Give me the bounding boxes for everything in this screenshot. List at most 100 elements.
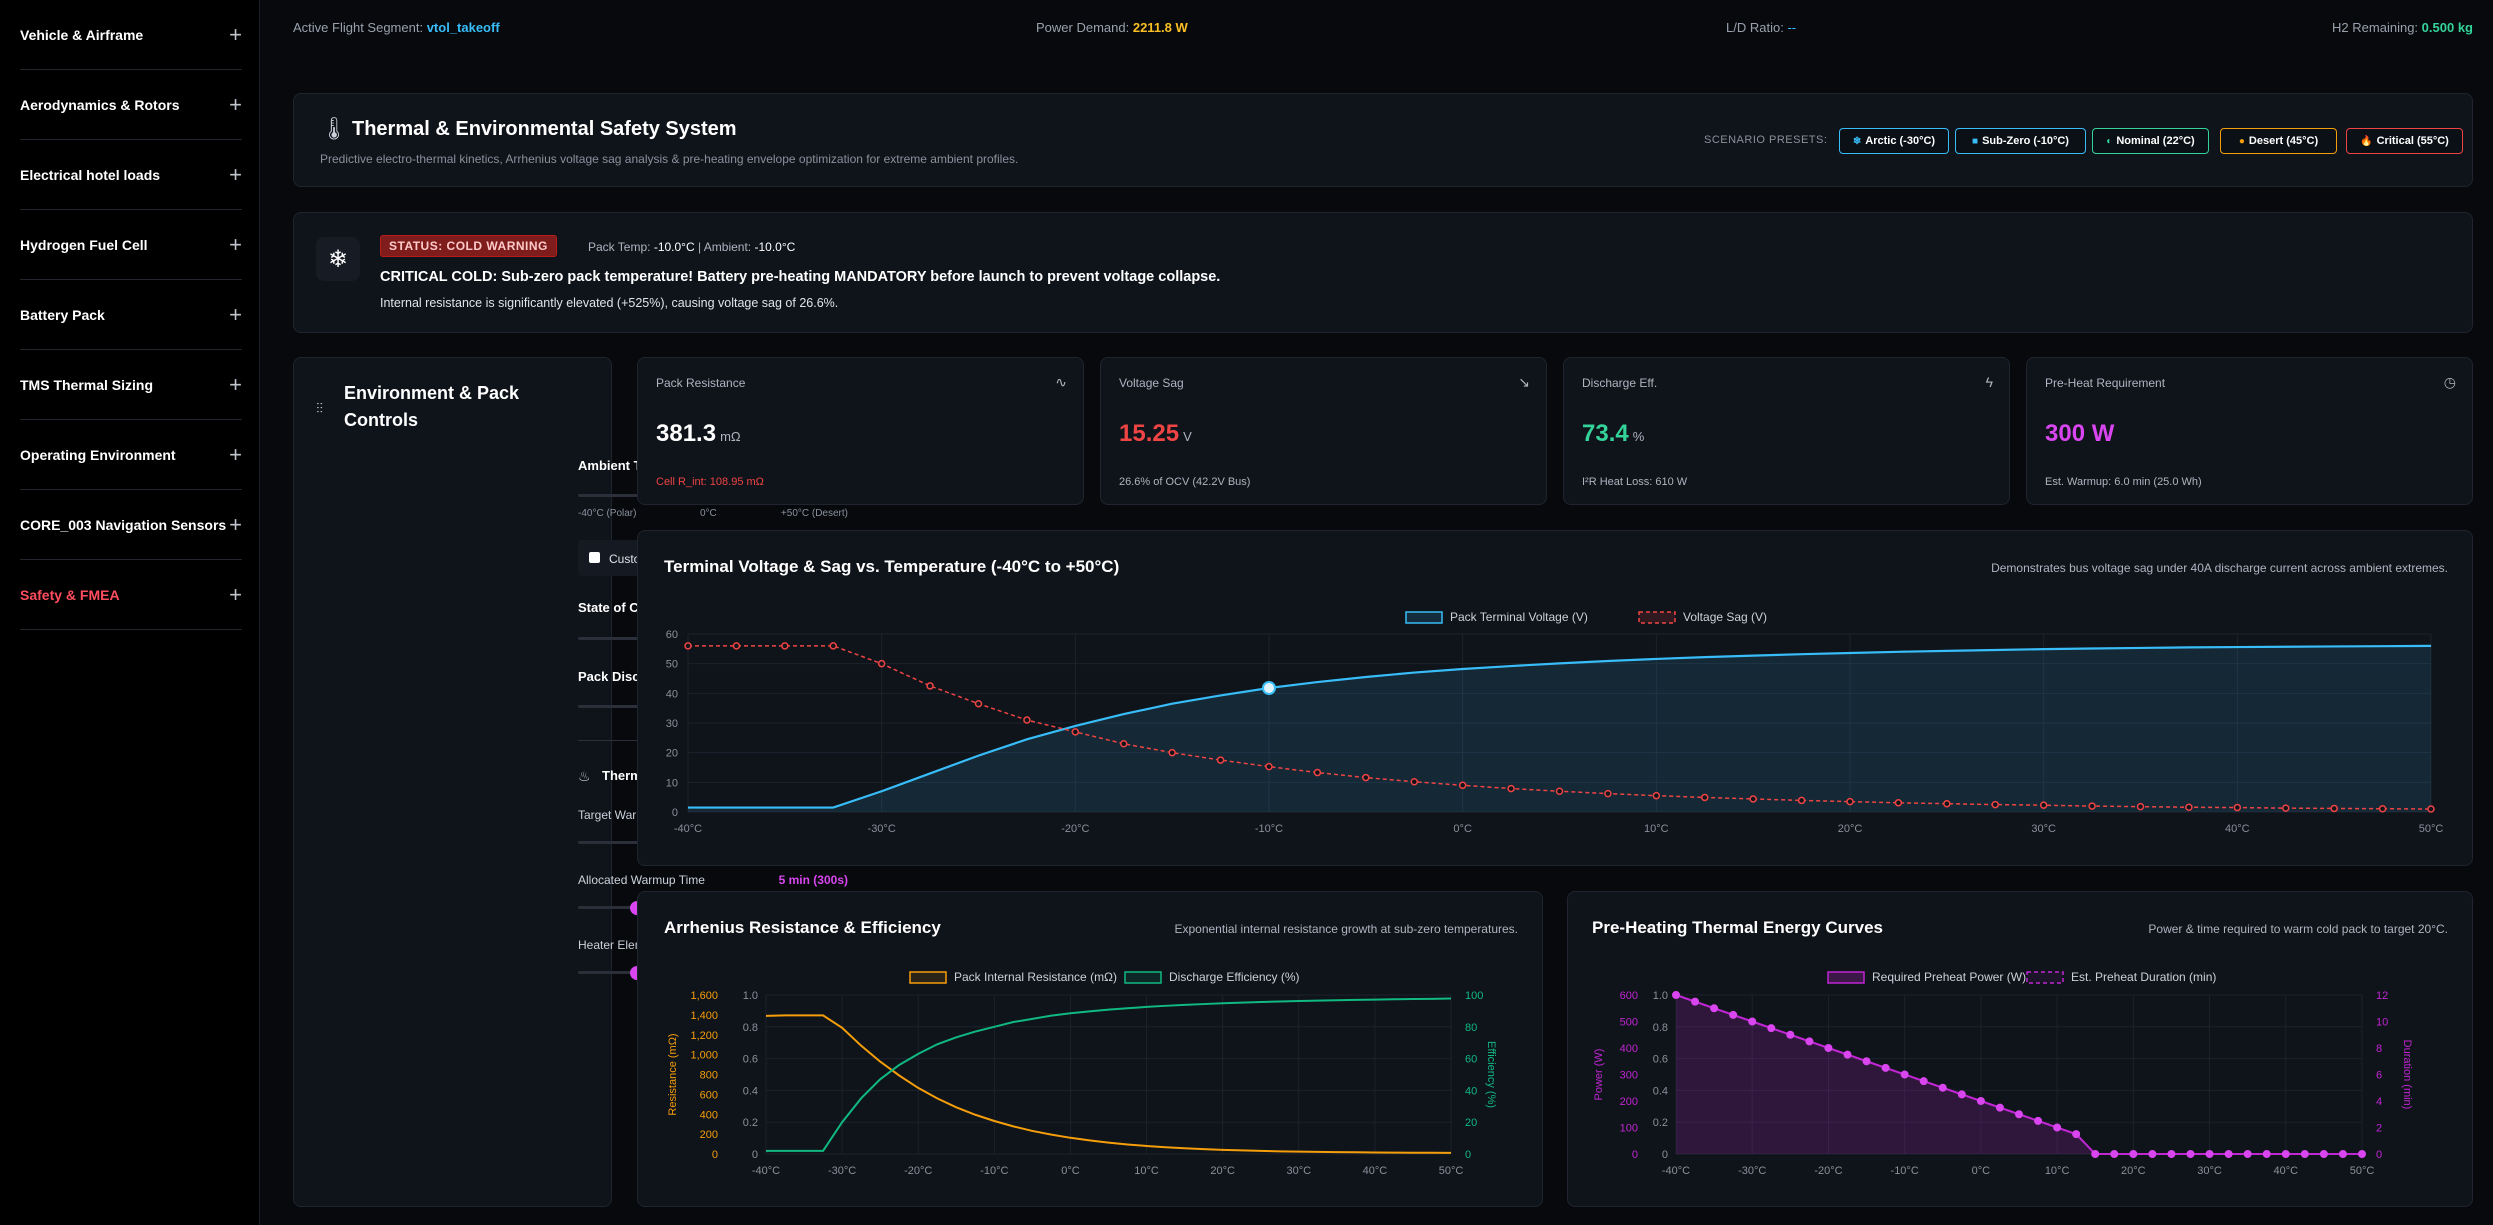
controls-title: Environment & Pack Controls bbox=[344, 383, 520, 430]
custom-temp-checkbox[interactable] bbox=[589, 552, 600, 563]
preheat-energy-chart: Required Preheat Power (W) Est. Preheat D… bbox=[1593, 970, 2413, 1177]
x-tick-label: 50°C bbox=[1439, 1165, 1464, 1177]
plus-icon[interactable]: + bbox=[229, 231, 242, 257]
voltage-sag-point bbox=[1604, 789, 1612, 798]
left-y-tick-label: 600 bbox=[1620, 990, 1638, 1002]
x-tick-label: 40°C bbox=[2225, 823, 2250, 835]
kpi-card-0: Pack Resistance ∿ 381.3 mΩ Cell R_int: 108.9… bbox=[637, 357, 1084, 505]
preheat-power-point bbox=[2224, 1150, 2233, 1158]
legend-preheat-power-swatch bbox=[1827, 971, 1865, 984]
kpi-value: 300 W bbox=[2045, 420, 2115, 447]
y-tick-label: 30 bbox=[666, 718, 678, 730]
preset-label: Critical (55°C) bbox=[2376, 135, 2449, 147]
x-tick-label: 40°C bbox=[1363, 1165, 1388, 1177]
thermometer-icon: 🌡 bbox=[320, 116, 348, 141]
preheat-power-point bbox=[1938, 1083, 1947, 1092]
right-y-tick-label: 20 bbox=[1465, 1117, 1477, 1129]
right-y-tick-label: 40 bbox=[1465, 1085, 1477, 1097]
left-y-tick-label: 1,600 bbox=[690, 990, 718, 1002]
pack-temp-label: Pack Temp: bbox=[588, 240, 651, 254]
sidebar-item-4[interactable]: Battery Pack + bbox=[20, 280, 242, 350]
alert-detail: Internal resistance is significantly ele… bbox=[380, 296, 839, 310]
right-y-tick-label: 12 bbox=[2376, 990, 2388, 1002]
sidebar-item-0[interactable]: Vehicle & Airframe + bbox=[20, 0, 242, 70]
ld-value: -- bbox=[1787, 20, 1797, 35]
voltage-sag-point bbox=[2330, 804, 2338, 813]
plus-icon[interactable]: + bbox=[229, 371, 242, 397]
preheat-power-point bbox=[1691, 997, 1700, 1006]
kpi-title: Pre-Heat Requirement bbox=[2045, 376, 2166, 390]
left-y-tick-label: 800 bbox=[700, 1070, 718, 1082]
right-y-tick-label: 80 bbox=[1465, 1022, 1477, 1034]
preset-button-1[interactable]: ■ Sub-Zero (-10°C) bbox=[1955, 128, 2086, 154]
resistance-chart-note: Exponential internal resistance growth a… bbox=[1174, 922, 1518, 936]
flame-icon: ♨ bbox=[578, 768, 591, 784]
preset-button-0[interactable]: ❄ Arctic (-30°C) bbox=[1839, 128, 1949, 154]
x-tick-label: 20°C bbox=[2121, 1165, 2146, 1177]
sidebar-item-6[interactable]: Operating Environment + bbox=[20, 420, 242, 490]
x-tick-label: 0°C bbox=[1061, 1165, 1080, 1177]
sidebar-item-1[interactable]: Aerodynamics & Rotors + bbox=[20, 70, 242, 140]
sidebar-item-label: Operating Environment bbox=[20, 446, 176, 463]
voltage-sag-point bbox=[877, 659, 886, 668]
sidebar-item-3[interactable]: Hydrogen Fuel Cell + bbox=[20, 210, 242, 280]
voltage-sag-point bbox=[1071, 728, 1080, 736]
x-tick-label: -20°C bbox=[904, 1165, 932, 1177]
preheat-power-point bbox=[1995, 1103, 2004, 1112]
x-tick-label: 50°C bbox=[2419, 823, 2444, 835]
ambient-temp-label: | Ambient: bbox=[698, 240, 752, 254]
preheat-power-point bbox=[2091, 1150, 2100, 1158]
voltage-sag-point bbox=[926, 682, 934, 690]
preheat-power-point bbox=[2167, 1150, 2176, 1158]
preheat-power-point bbox=[1710, 1004, 1719, 1013]
kpi-value: 73.4 bbox=[1582, 420, 1629, 447]
preset-button-4[interactable]: 🔥 Critical (55°C) bbox=[2346, 128, 2463, 154]
sidebar-item-label: TMS Thermal Sizing bbox=[20, 376, 154, 393]
mid-y-tick-label: 0.2 bbox=[1653, 1117, 1668, 1129]
preheat-power-point bbox=[2338, 1150, 2347, 1158]
preheat-power-point bbox=[1729, 1010, 1738, 1019]
temp-readout: Pack Temp: -10.0°C | Ambient: -10.0°C bbox=[588, 240, 795, 254]
sidebar-item-8[interactable]: Safety & FMEA + bbox=[20, 560, 242, 630]
voltage-sag-point bbox=[684, 642, 692, 650]
kpi-unit: % bbox=[1632, 429, 1645, 444]
plus-icon[interactable]: + bbox=[229, 511, 242, 537]
plus-icon[interactable]: + bbox=[229, 581, 242, 607]
sidebar-item-2[interactable]: Electrical hotel loads + bbox=[20, 140, 242, 210]
preheat-power-point bbox=[1805, 1037, 1814, 1046]
preheat-power-point bbox=[2148, 1150, 2157, 1158]
preheat-power-point bbox=[2319, 1150, 2328, 1158]
x-tick-label: -40°C bbox=[1662, 1165, 1690, 1177]
plus-icon[interactable]: + bbox=[229, 21, 242, 47]
clock-icon: ◷ bbox=[2443, 374, 2456, 390]
plus-icon[interactable]: + bbox=[229, 91, 242, 117]
left-y-tick-label: 200 bbox=[700, 1129, 718, 1141]
left-axis-title: Resistance (mΩ) bbox=[667, 1033, 679, 1115]
legend-voltage-sag-label: Voltage Sag (V) bbox=[1683, 610, 1767, 624]
ld-ratio-readout: L/D Ratio: -- bbox=[1726, 20, 1796, 35]
h2-label: H2 Remaining: bbox=[2332, 20, 2419, 35]
legend-terminal-voltage-label: Pack Terminal Voltage (V) bbox=[1450, 610, 1588, 624]
preheat-power-point bbox=[2358, 1150, 2366, 1158]
plus-icon[interactable]: + bbox=[229, 301, 242, 327]
plus-icon[interactable]: + bbox=[229, 161, 242, 187]
y-tick-label: 60 bbox=[666, 629, 678, 641]
voltage-sag-point bbox=[1362, 773, 1370, 782]
preheat-power-point bbox=[2072, 1130, 2081, 1139]
preheat-power-point bbox=[2205, 1150, 2214, 1158]
kpi-value-wrap: 381.3 mΩ bbox=[656, 420, 741, 448]
h2-value: 0.500 kg bbox=[2421, 20, 2473, 35]
segment-label: Active Flight Segment: bbox=[293, 20, 424, 35]
right-y-tick-label: 0 bbox=[2376, 1149, 2382, 1161]
sidebar-item-7[interactable]: CORE_003 Navigation Sensors + bbox=[20, 490, 242, 560]
left-y-tick-label: 200 bbox=[1620, 1096, 1638, 1108]
y-tick-label: 20 bbox=[666, 748, 678, 760]
sidebar-item-5[interactable]: TMS Thermal Sizing + bbox=[20, 350, 242, 420]
plus-icon[interactable]: + bbox=[229, 441, 242, 467]
voltage-sag-point bbox=[1313, 768, 1322, 777]
presets-label: SCENARIO PRESETS: bbox=[1704, 134, 1828, 146]
preset-button-3[interactable]: ● Desert (45°C) bbox=[2220, 128, 2337, 154]
mid-y-tick-label: 0.6 bbox=[1653, 1054, 1668, 1066]
preset-button-2[interactable]: ◐ Nominal (22°C) bbox=[2092, 128, 2209, 154]
preheat-power-point bbox=[2129, 1150, 2138, 1158]
